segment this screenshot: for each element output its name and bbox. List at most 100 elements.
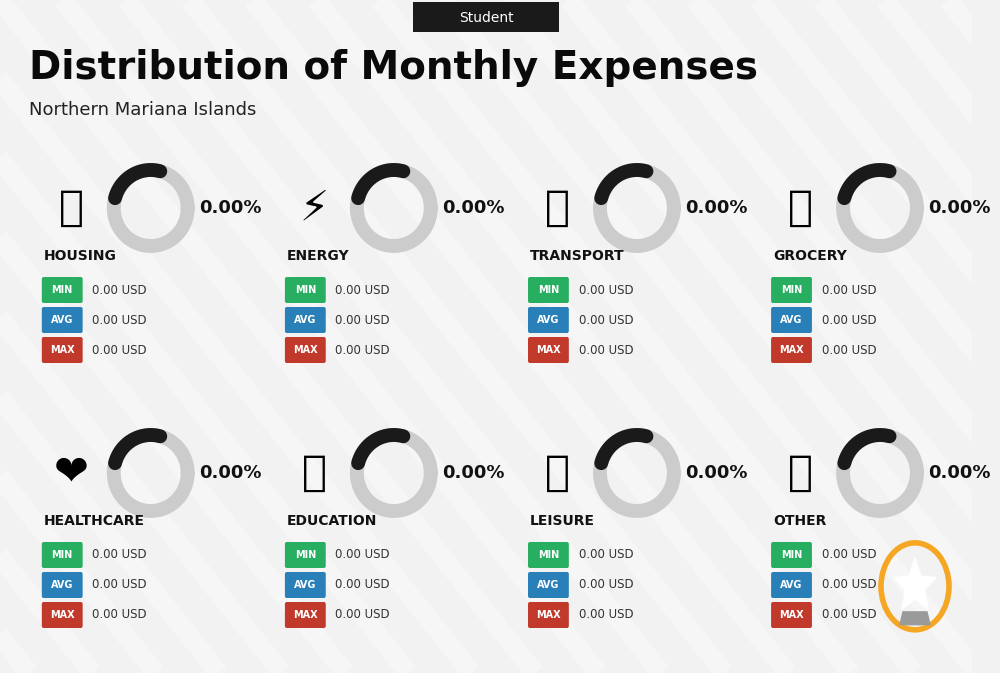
Text: 0.00 USD: 0.00 USD bbox=[92, 548, 147, 561]
FancyBboxPatch shape bbox=[42, 602, 83, 628]
Text: HOUSING: HOUSING bbox=[44, 249, 117, 263]
Text: ⚡: ⚡ bbox=[299, 187, 329, 229]
Text: Distribution of Monthly Expenses: Distribution of Monthly Expenses bbox=[29, 49, 758, 87]
FancyBboxPatch shape bbox=[42, 572, 83, 598]
Text: 0.00 USD: 0.00 USD bbox=[335, 283, 390, 297]
Text: MIN: MIN bbox=[295, 550, 316, 560]
Text: MAX: MAX bbox=[779, 610, 804, 620]
Text: 0.00 USD: 0.00 USD bbox=[92, 283, 147, 297]
FancyBboxPatch shape bbox=[413, 2, 559, 32]
FancyBboxPatch shape bbox=[528, 307, 569, 333]
Text: ❤: ❤ bbox=[54, 452, 88, 494]
Text: AVG: AVG bbox=[780, 580, 803, 590]
Text: AVG: AVG bbox=[780, 315, 803, 325]
Text: AVG: AVG bbox=[537, 315, 560, 325]
Text: 0.00 USD: 0.00 USD bbox=[822, 283, 876, 297]
FancyBboxPatch shape bbox=[771, 337, 812, 363]
Text: 0.00 USD: 0.00 USD bbox=[335, 314, 390, 326]
Text: GROCERY: GROCERY bbox=[773, 249, 847, 263]
Text: ENERGY: ENERGY bbox=[287, 249, 349, 263]
FancyBboxPatch shape bbox=[771, 307, 812, 333]
Text: MIN: MIN bbox=[52, 285, 73, 295]
Text: AVG: AVG bbox=[294, 315, 317, 325]
Text: LEISURE: LEISURE bbox=[530, 514, 595, 528]
FancyBboxPatch shape bbox=[528, 572, 569, 598]
Text: 0.00 USD: 0.00 USD bbox=[579, 608, 633, 621]
Text: MAX: MAX bbox=[50, 610, 75, 620]
FancyBboxPatch shape bbox=[528, 337, 569, 363]
Text: 0.00 USD: 0.00 USD bbox=[579, 283, 633, 297]
Text: 🛍: 🛍 bbox=[545, 452, 570, 494]
FancyBboxPatch shape bbox=[285, 337, 326, 363]
Text: 0.00%: 0.00% bbox=[686, 199, 748, 217]
FancyBboxPatch shape bbox=[771, 602, 812, 628]
Text: Northern Mariana Islands: Northern Mariana Islands bbox=[29, 101, 257, 119]
Text: 0.00 USD: 0.00 USD bbox=[579, 314, 633, 326]
FancyBboxPatch shape bbox=[771, 277, 812, 303]
Text: 0.00 USD: 0.00 USD bbox=[822, 343, 876, 357]
Text: 0.00 USD: 0.00 USD bbox=[579, 343, 633, 357]
Text: 0.00 USD: 0.00 USD bbox=[92, 608, 147, 621]
FancyBboxPatch shape bbox=[771, 542, 812, 568]
Text: 0.00 USD: 0.00 USD bbox=[579, 579, 633, 592]
Text: 0.00%: 0.00% bbox=[686, 464, 748, 482]
Text: MIN: MIN bbox=[538, 285, 559, 295]
Text: 0.00%: 0.00% bbox=[199, 464, 262, 482]
FancyBboxPatch shape bbox=[285, 602, 326, 628]
Text: MIN: MIN bbox=[52, 550, 73, 560]
FancyBboxPatch shape bbox=[42, 337, 83, 363]
FancyBboxPatch shape bbox=[42, 307, 83, 333]
Text: AVG: AVG bbox=[294, 580, 317, 590]
Text: 0.00%: 0.00% bbox=[929, 199, 991, 217]
Text: 0.00 USD: 0.00 USD bbox=[335, 343, 390, 357]
FancyBboxPatch shape bbox=[285, 542, 326, 568]
Text: 0.00%: 0.00% bbox=[199, 199, 262, 217]
Text: MAX: MAX bbox=[779, 345, 804, 355]
Text: 🎓: 🎓 bbox=[302, 452, 327, 494]
FancyBboxPatch shape bbox=[285, 277, 326, 303]
Text: 0.00 USD: 0.00 USD bbox=[822, 608, 876, 621]
Text: 0.00 USD: 0.00 USD bbox=[822, 548, 876, 561]
Text: AVG: AVG bbox=[51, 315, 73, 325]
Text: OTHER: OTHER bbox=[773, 514, 826, 528]
Text: MIN: MIN bbox=[538, 550, 559, 560]
Text: MAX: MAX bbox=[293, 345, 318, 355]
Text: 0.00%: 0.00% bbox=[929, 464, 991, 482]
Text: AVG: AVG bbox=[51, 580, 73, 590]
Text: HEALTHCARE: HEALTHCARE bbox=[44, 514, 145, 528]
Text: 0.00 USD: 0.00 USD bbox=[335, 608, 390, 621]
FancyBboxPatch shape bbox=[42, 542, 83, 568]
Text: MAX: MAX bbox=[536, 610, 561, 620]
Text: MAX: MAX bbox=[536, 345, 561, 355]
Polygon shape bbox=[894, 558, 936, 609]
Text: MIN: MIN bbox=[781, 285, 802, 295]
Text: 0.00%: 0.00% bbox=[442, 199, 505, 217]
Text: 💰: 💰 bbox=[788, 452, 813, 494]
Text: 0.00 USD: 0.00 USD bbox=[335, 548, 390, 561]
Text: 0.00 USD: 0.00 USD bbox=[822, 314, 876, 326]
FancyBboxPatch shape bbox=[771, 572, 812, 598]
Text: AVG: AVG bbox=[537, 580, 560, 590]
Text: TRANSPORT: TRANSPORT bbox=[530, 249, 625, 263]
Text: 0.00 USD: 0.00 USD bbox=[92, 579, 147, 592]
FancyBboxPatch shape bbox=[285, 307, 326, 333]
Text: 🏗: 🏗 bbox=[58, 187, 83, 229]
Text: EDUCATION: EDUCATION bbox=[287, 514, 377, 528]
Text: 🛒: 🛒 bbox=[788, 187, 813, 229]
Text: MIN: MIN bbox=[295, 285, 316, 295]
Text: 0.00 USD: 0.00 USD bbox=[92, 314, 147, 326]
FancyBboxPatch shape bbox=[285, 572, 326, 598]
Text: 0.00%: 0.00% bbox=[442, 464, 505, 482]
Text: 0.00 USD: 0.00 USD bbox=[92, 343, 147, 357]
Text: 0.00 USD: 0.00 USD bbox=[822, 579, 876, 592]
FancyBboxPatch shape bbox=[528, 602, 569, 628]
Text: 0.00 USD: 0.00 USD bbox=[335, 579, 390, 592]
Text: 🚌: 🚌 bbox=[545, 187, 570, 229]
Text: MIN: MIN bbox=[781, 550, 802, 560]
Polygon shape bbox=[900, 612, 930, 625]
Text: 0.00 USD: 0.00 USD bbox=[579, 548, 633, 561]
Text: MAX: MAX bbox=[293, 610, 318, 620]
FancyBboxPatch shape bbox=[528, 277, 569, 303]
Text: MAX: MAX bbox=[50, 345, 75, 355]
FancyBboxPatch shape bbox=[528, 542, 569, 568]
